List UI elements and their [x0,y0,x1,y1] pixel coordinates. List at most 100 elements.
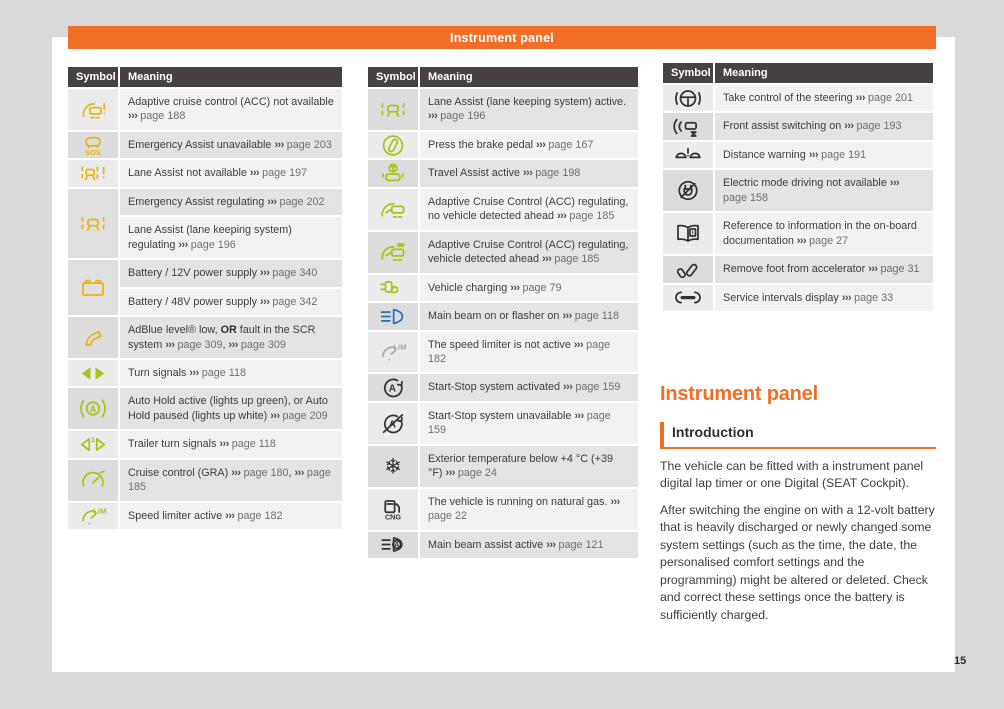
adblue-nozzle-icon [68,317,118,358]
meaning-cell: Exterior temperature below +4 °C (+39 °F… [420,445,638,487]
symbol-table-3: Symbol Meaning Take control of the steerin… [663,63,933,312]
table-row: A Start-Stop system activated ››› page 15… [368,374,638,401]
meaning-cell: Battery / 12V power supply ››› page 340 [120,260,342,287]
page-header-banner: Instrument panel [68,26,936,49]
meaning-cell: Take control of the steering ››› page 20… [715,85,933,112]
battery-icon [68,260,118,316]
table-row: Vehicle charging ››› page 79 [368,274,638,302]
meaning-column-header: Meaning [715,63,933,83]
table-row: Remove foot from accelerator ››› page 31 [663,256,933,283]
table-row: 1 Trailer turn signals ››› page 118 [68,431,342,458]
meaning-cell: Electric mode driving not available ››› … [715,170,933,212]
svg-text:SOS: SOS [85,148,101,157]
article-title: Instrument panel [660,383,818,405]
table-row: Lane Assist (lane keeping system) active… [368,89,638,130]
table-row: Emergency Assist regulating ››› page 202… [68,188,342,259]
vehicle-charging-icon [368,274,418,302]
svg-text:i: i [692,231,694,237]
svg-text:A: A [389,383,396,394]
distance-warning-icon [663,141,713,169]
table-row: A Auto Hold active (lights up green), or … [68,388,342,430]
meaning-cell: Start-Stop system unavailable ››› page 1… [420,402,638,444]
start-stop-icon: A [368,374,418,401]
lane-assist-car-icon [68,188,118,259]
cng-pump-icon: CNG [368,488,418,530]
symbol-column-header: Symbol [68,67,118,87]
symbol-column-header: Symbol [368,67,418,87]
meaning-cell: Emergency Assist unavailable ››› page 20… [120,131,342,159]
steering-wheel-hands-icon [663,85,713,112]
meaning-cell: Press the brake pedal ››› page 167 [420,131,638,159]
table-row: A Main beam assist active ››› page 121 [368,531,638,559]
trailer-turn-signals-icon: 1 [68,431,118,458]
table-row: Adaptive cruise control (ACC) not availa… [68,89,342,130]
meaning-cell: The speed limiter is not active ››› page… [420,331,638,373]
symbol-table-1: Symbol Meaning Adaptive cruise control (AC… [68,67,342,530]
table-row: Front assist switching on ››› page 193 [663,113,933,140]
table-row: Adaptive Cruise Control (ACC) regulating… [368,188,638,230]
acc-regulating-vehicle-icon [368,231,418,273]
turn-signals-icon [68,359,118,387]
table-row: Distance warning ››› page 191 [663,141,933,169]
meaning-cell: Reference to information in the on-board… [715,213,933,255]
table-row: Press the brake pedal ››› page 167 [368,131,638,159]
table-row: Cruise control (GRA) ››› page 180, ››› p… [68,459,342,501]
meaning-cell: Lane Assist not available ››› page 197 [120,160,342,187]
table-row: CNG The vehicle is running on natural gas… [368,488,638,530]
speed-limiter-inactive-icon: LIM [368,331,418,373]
svg-text:A: A [90,404,97,414]
meaning-cell: Lane Assist (lane keeping system) active… [420,89,638,130]
meaning-cell: Emergency Assist regulating ››› page 202 [120,188,342,216]
meaning-cell: Trailer turn signals ››› page 118 [120,431,342,458]
table-row: Service intervals display ››› page 33 [663,284,933,312]
meaning-cell: Vehicle charging ››› page 79 [420,274,638,302]
table-row: LIM Speed limiter active ››› page 182 [68,502,342,530]
table-header-row: Symbol Meaning [68,67,342,87]
onboard-documentation-icon: i [663,213,713,255]
travel-assist-icon [368,160,418,187]
acc-regulating-icon [368,188,418,230]
start-stop-unavailable-icon: A [368,402,418,444]
meaning-cell: Adaptive cruise control (ACC) not availa… [120,89,342,130]
table-row: Lane Assist not available ››› page 197 [68,160,342,187]
meaning-cell: Battery / 48V power supply ››› page 342 [120,288,342,316]
table-row: i Reference to information in the on-boar… [663,213,933,255]
electric-mode-unavailable-icon [663,170,713,212]
table-row: Battery / 12V power supply ››› page 340 B… [68,260,342,316]
table-row: Main beam on or flasher on ››› page 118 [368,303,638,330]
meaning-cell: Auto Hold active (lights up green), or A… [120,388,342,430]
table-row: Travel Assist active ››› page 198 [368,160,638,187]
svg-text:A: A [394,542,399,549]
meaning-cell: Adaptive Cruise Control (ACC) regulating… [420,231,638,273]
table-row: Turn signals ››› page 118 [68,359,342,387]
meaning-cell: Lane Assist (lane keeping system) regula… [120,217,342,259]
article: Instrument panel Introduction The vehicl… [660,383,936,624]
meaning-cell: AdBlue level® low, OR fault in the SCR s… [120,317,342,358]
meaning-cell: Turn signals ››› page 118 [120,359,342,387]
meaning-cell: Main beam on or flasher on ››› page 118 [420,303,638,330]
table-row: ❄ Exterior temperature below +4 °C (+39 °… [368,445,638,487]
article-section-heading: Introduction [660,422,936,449]
acc-warning-icon [68,89,118,130]
meaning-column-header: Meaning [420,67,638,87]
table-header-row: Symbol Meaning [368,67,638,87]
symbol-column-header: Symbol [663,63,713,83]
table-row: LIM The speed limiter is not active ››› p… [368,331,638,373]
auto-hold-icon: A [68,388,118,430]
service-intervals-icon [663,284,713,312]
table-row: Take control of the steering ››› page 20… [663,85,933,112]
brake-pedal-icon [368,131,418,159]
lane-assist-active-icon [368,89,418,130]
page-header-title: Instrument panel [450,30,554,45]
meaning-cell: Cruise control (GRA) ››› page 180, ››› p… [120,459,342,501]
table-row: AdBlue level® low, OR fault in the SCR s… [68,317,342,358]
table-header-row: Symbol Meaning [663,63,933,83]
cruise-control-icon [68,459,118,501]
emergency-assist-sos-icon: SOS [68,131,118,159]
snowflake-icon: ❄ [368,445,418,487]
article-paragraph: After switching the engine on with a 12-… [660,502,935,622]
meaning-cell: Main beam assist active ››› page 121 [420,531,638,559]
meaning-cell: Speed limiter active ››› page 182 [120,502,342,530]
meaning-cell: Adaptive Cruise Control (ACC) regulating… [420,188,638,230]
svg-text:CNG: CNG [385,512,401,521]
